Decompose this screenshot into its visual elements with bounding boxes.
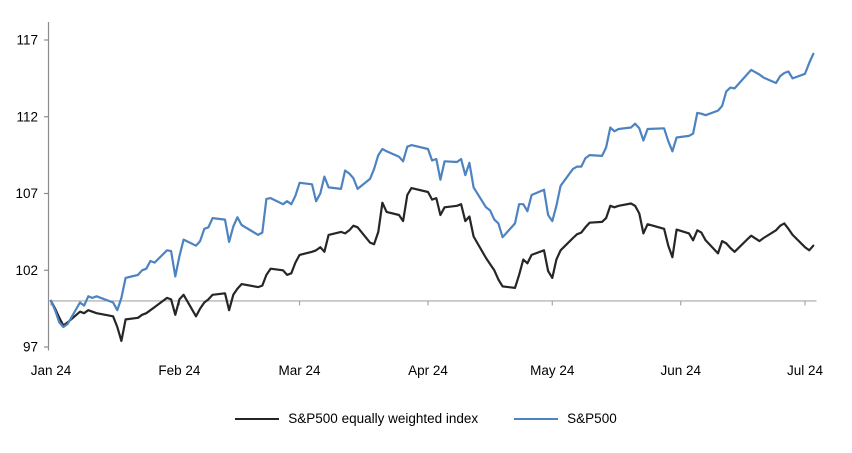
x-tick-label: Jan 24	[31, 363, 72, 378]
legend-swatch-sp500	[514, 417, 559, 420]
y-axis	[44, 22, 50, 351]
x-tick-label: Jun 24	[660, 363, 701, 378]
x-tick-label: Feb 24	[158, 363, 201, 378]
y-tick-label: 107	[15, 186, 38, 201]
x-tick-label: May 24	[530, 363, 575, 378]
baseline-axis	[48, 300, 817, 306]
sp500-line	[49, 52, 815, 329]
legend-item-sp500: S&P500	[514, 411, 617, 426]
line-chart: 97 102 107 112 117 Jan 24 Feb 24 Mar 24 Apr 24 M…	[15, 22, 824, 378]
x-tick-label: Mar 24	[279, 363, 322, 378]
y-tick-label: 112	[16, 109, 38, 124]
x-tick-label: Jul 24	[787, 363, 824, 378]
y-tick-label: 97	[23, 340, 38, 355]
legend-item-sp500-equal-weight: S&P500 equally weighted index	[235, 411, 478, 426]
x-axis-labels: Jan 24 Feb 24 Mar 24 Apr 24 May 24 Jun 24 Jul …	[31, 363, 824, 378]
y-tick-label: 102	[15, 263, 38, 278]
series-lines	[49, 52, 815, 342]
x-tick-label: Apr 24	[408, 363, 448, 378]
y-tick-label: 117	[16, 33, 38, 48]
legend-label-sp500: S&P500	[567, 411, 617, 426]
legend-swatch-sp500-equal-weight	[235, 417, 280, 420]
y-axis-labels: 97 102 107 112 117	[15, 33, 38, 355]
legend-label-sp500-equal-weight: S&P500 equally weighted index	[288, 411, 479, 426]
sp500-equal-weight-line	[49, 187, 815, 342]
chart-legend: S&P500 equally weighted index S&P500	[0, 411, 852, 426]
